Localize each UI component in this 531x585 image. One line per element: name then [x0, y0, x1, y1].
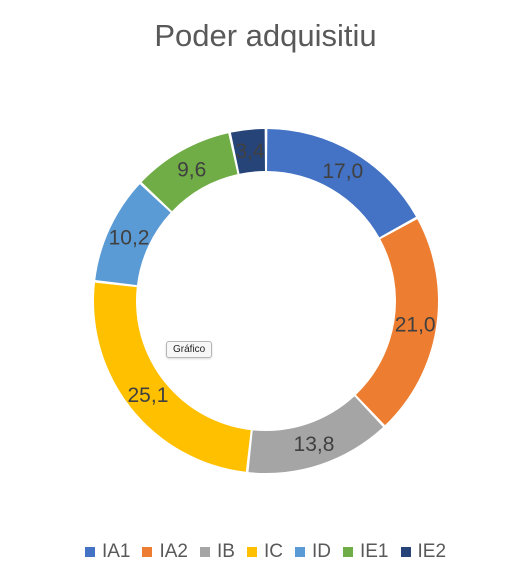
legend-label: IA1 [101, 541, 131, 562]
chart-data-labels: 17,0 21,0 13,8 25,1 10,2 9,6 3,4 [109, 140, 436, 456]
legend-item-id[interactable]: ID [294, 541, 331, 563]
legend-label: IE2 [417, 541, 447, 562]
chart-tooltip: Gráfico [166, 341, 213, 358]
legend-item-ie2[interactable]: IE2 [400, 541, 447, 563]
legend-item-ia1[interactable]: IA1 [84, 541, 131, 563]
data-label-ic: 25,1 [128, 384, 169, 407]
slice-ie2[interactable] [230, 129, 265, 174]
slice-id[interactable] [95, 184, 171, 286]
legend-swatch [142, 547, 153, 557]
legend-swatch [84, 547, 95, 557]
slice-ia2[interactable] [355, 219, 438, 426]
data-label-ia1: 17,0 [322, 160, 363, 183]
data-label-ib: 13,8 [294, 433, 335, 456]
chart-title: Poder adquisitiu [154, 18, 377, 53]
data-label-ia2: 21,0 [395, 313, 436, 336]
data-label-ie2: 3,4 [235, 140, 265, 163]
slice-ie1[interactable] [141, 133, 238, 212]
slice-ia1[interactable] [267, 129, 416, 238]
chart-legend: IA1 IA2 IB IC ID IE1 IE2 [0, 541, 531, 563]
legend-swatch [200, 547, 211, 557]
legend-item-ia2[interactable]: IA2 [142, 541, 188, 563]
slice-ic[interactable] [94, 282, 251, 472]
legend-swatch [400, 547, 411, 557]
legend-item-ic[interactable]: IC [246, 541, 283, 563]
legend-swatch [246, 547, 257, 557]
legend-item-ie1[interactable]: IE1 [342, 541, 389, 563]
legend-label: ID [311, 541, 331, 562]
legend-label: IB [217, 541, 235, 562]
legend-label: IE1 [359, 541, 389, 562]
legend-label: IC [263, 541, 283, 562]
slice-ib[interactable] [248, 396, 384, 473]
data-label-ie1: 9,6 [177, 159, 206, 182]
legend-swatch [342, 547, 353, 557]
legend-label: IA2 [159, 541, 189, 562]
legend-swatch [294, 547, 305, 557]
data-label-id: 10,2 [109, 226, 150, 249]
legend-item-ib[interactable]: IB [200, 541, 235, 563]
chart-slices [94, 129, 438, 473]
